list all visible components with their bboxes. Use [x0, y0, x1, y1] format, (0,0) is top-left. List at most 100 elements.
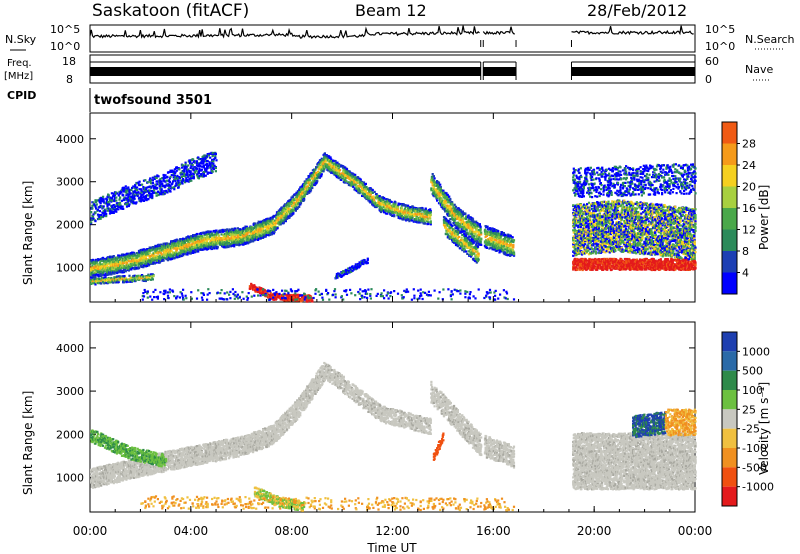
power-band-c-cell	[454, 205, 458, 208]
power-band-blue-cell	[138, 180, 141, 183]
power-band-a-cell	[124, 257, 127, 260]
power-band-b-cell	[409, 206, 412, 209]
power-band-a-cell	[206, 240, 209, 243]
power-band-a-cell	[204, 241, 207, 244]
power-band-a-cell	[224, 228, 227, 231]
power-band-a-cell	[175, 242, 178, 245]
power-band-a-cell	[122, 265, 125, 268]
power-band-a-cell	[147, 250, 150, 253]
power-band-a-cell	[137, 255, 140, 258]
power-band-a-cell	[214, 233, 217, 237]
power-band-a-cell	[91, 269, 95, 272]
power-band-b-cell	[424, 207, 427, 210]
power-band-a-cell	[197, 250, 200, 253]
power-band-a-cell	[125, 266, 128, 269]
power-band-a-cell	[97, 273, 100, 276]
power-band-a-cell	[193, 234, 196, 237]
power-band-a-cell	[110, 266, 113, 270]
power-band-a-cell	[143, 257, 146, 260]
power-band-a-cell	[216, 241, 219, 244]
nsky-tick-bottom: 10^0	[50, 40, 80, 53]
power-band-blue-cell	[177, 179, 180, 182]
power-band-a-cell	[207, 232, 210, 236]
power-band-a-cell	[178, 244, 182, 247]
power-band-a-cell	[248, 236, 251, 239]
power-band-a-cell	[170, 247, 173, 250]
power-band-a-cell	[103, 262, 106, 265]
power-band-a-cell	[234, 233, 238, 236]
power-band-a-cell	[231, 241, 234, 244]
power-band-a-cell	[160, 258, 163, 261]
power-band-a-cell	[220, 233, 223, 236]
power-band-a-cell	[224, 237, 228, 240]
power-band-blue-cell	[128, 203, 131, 206]
power-band-a-cell	[154, 248, 157, 251]
power-band-a-cell	[129, 255, 132, 258]
power-band-a-cell	[292, 212, 295, 215]
power-band-a-cell	[224, 238, 228, 241]
power-band-a-cell	[103, 274, 106, 277]
power-band-a-cell	[233, 245, 236, 248]
power-band-a-cell	[98, 263, 101, 266]
power-band-a-cell	[118, 254, 121, 257]
power-band-a-cell	[104, 272, 107, 275]
power-band-a-cell	[124, 268, 127, 271]
power-band-a-cell	[180, 254, 183, 257]
power-band-blue-cell	[199, 164, 202, 168]
power-band-a-cell	[231, 237, 234, 240]
power-band-blue-cell	[144, 179, 147, 182]
power-band-b-cell	[388, 202, 391, 205]
power-band-a-cell	[93, 266, 96, 269]
power-band-a-cell	[179, 239, 182, 242]
power-band-a-cell	[236, 230, 239, 233]
power-band-a-cell	[95, 258, 98, 261]
power-band-b-cell	[422, 213, 425, 216]
power-band-blue-cell	[149, 182, 153, 185]
power-band-a-cell	[164, 246, 167, 249]
power-band-a-cell	[128, 254, 131, 257]
power-band-blue-cell	[198, 167, 201, 170]
power-band-a-cell	[180, 251, 183, 255]
power-band-a-cell	[170, 242, 173, 245]
power-band-a-cell	[199, 243, 202, 246]
power-band-blue-cell	[209, 156, 212, 159]
power-band-a-cell	[235, 238, 238, 241]
power-band-a-cell	[166, 252, 169, 255]
power-band-a-cell	[221, 230, 224, 233]
power-band-a-cell	[286, 217, 289, 220]
power-band-a-cell	[209, 242, 212, 245]
power-band-a-cell	[308, 179, 311, 182]
power-band-a-cell	[148, 246, 151, 249]
power-band-a-cell	[164, 257, 167, 260]
freq-band	[90, 67, 481, 76]
power-band-a-cell	[233, 237, 236, 240]
power-band-a-cell	[111, 272, 114, 275]
power-band-a-cell	[149, 254, 153, 257]
power-band-a-cell	[92, 276, 95, 279]
power-band-b-cell	[396, 206, 400, 209]
power-band-a-cell	[152, 248, 155, 251]
power-band-a-cell	[108, 257, 111, 260]
power-band-blue-cell	[96, 208, 100, 211]
power-band-a-cell	[151, 249, 154, 252]
power-band-b-cell	[354, 173, 357, 176]
power-band-a-cell	[194, 239, 197, 242]
power-band-b-cell	[424, 222, 427, 225]
power-band-a-cell	[219, 243, 222, 246]
freq-trace	[90, 61, 695, 80]
power-band-blue-cell	[111, 199, 114, 202]
power-band-a-cell	[163, 242, 166, 245]
power-band-a-cell	[94, 269, 97, 272]
power-band-a-cell	[197, 244, 200, 247]
power-band-a-cell	[299, 202, 303, 205]
power-band-a-cell	[203, 236, 206, 239]
power-band-a-cell	[118, 255, 121, 259]
power-band-blue-cell	[205, 169, 208, 172]
beam-title: Beam 12	[355, 1, 427, 20]
power-band-a-cell	[183, 241, 187, 244]
power-band-a-cell	[194, 246, 197, 249]
power-band-blue-cell	[102, 198, 105, 201]
power-band-a-cell	[211, 232, 214, 235]
power-band-blue-cell	[105, 213, 108, 216]
power-band-a-cell	[169, 249, 172, 252]
